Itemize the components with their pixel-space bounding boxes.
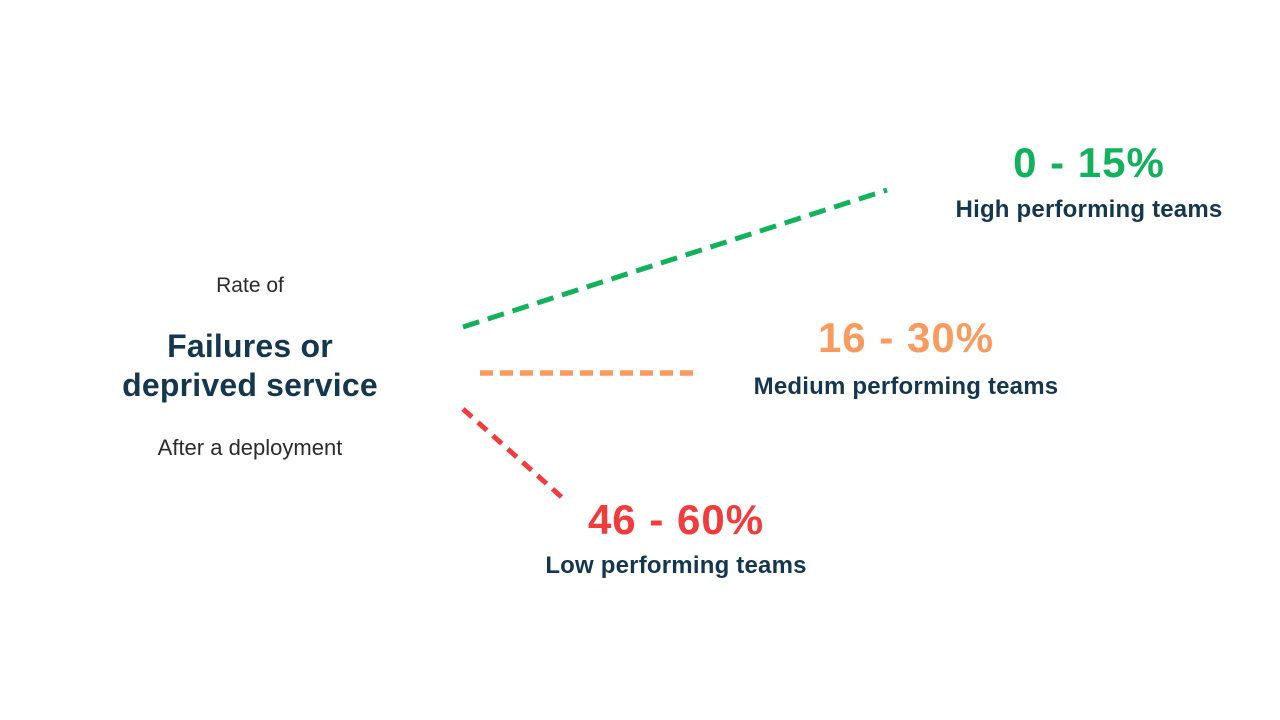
low-performing-range: 46 - 60% [587,496,765,543]
category-medium-performing: 16 - 30% Medium performing teams [706,317,1106,401]
low-performing-label: Low performing teams [545,552,807,579]
metric-title: Failures or deprived service [60,327,440,405]
medium-performing-label: Medium performing teams [753,373,1059,400]
metric-suffix: After a deployment [157,435,343,460]
category-high-performing: 0 - 15% High performing teams [919,142,1259,224]
high-performing-label: High performing teams [955,196,1223,223]
metric-title-line1: Failures or [167,328,333,364]
metric-title-line2: deprived service [122,367,378,404]
trend-line-low [461,407,568,503]
medium-performing-range: 16 - 30% [817,314,995,361]
trend-line-high [462,187,888,330]
high-performing-range: 0 - 15% [1013,139,1165,186]
category-low-performing: 46 - 60% Low performing teams [476,499,876,580]
metric-prefix: Rate of [216,274,284,297]
